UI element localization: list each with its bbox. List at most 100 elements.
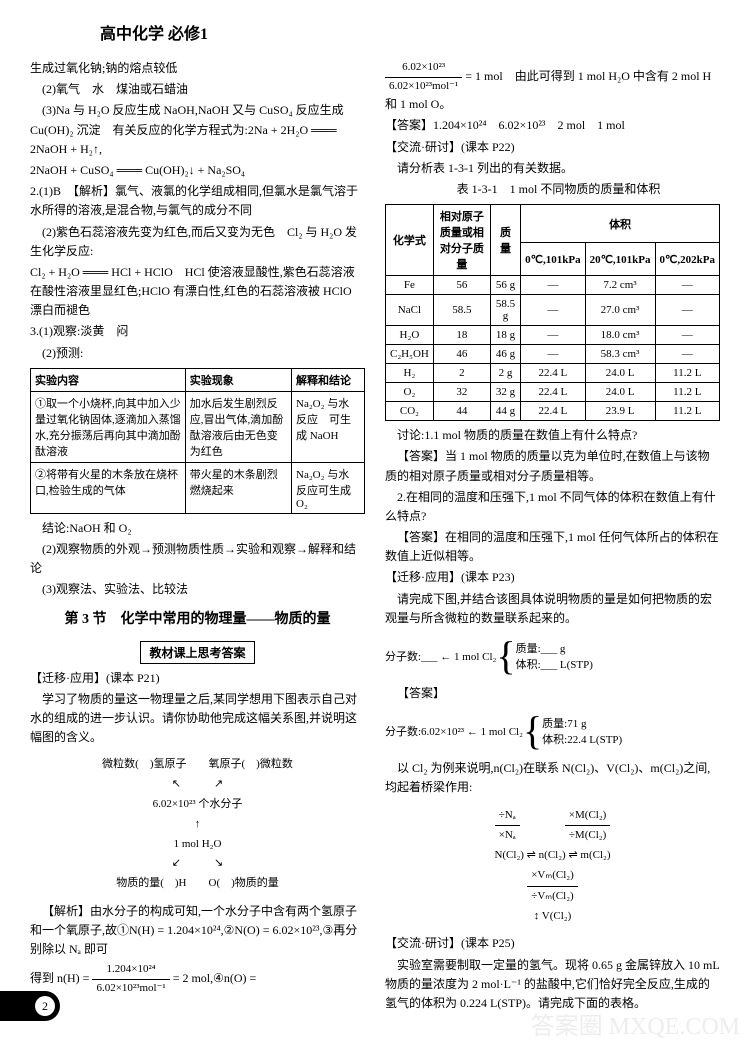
experiment-table: 实验内容 实验现象 解释和结论 ①取一个小烧杯,向其中加入少量过氧化钠固体,逐滴… <box>30 368 365 514</box>
label: O( )物质的量 <box>209 877 279 889</box>
table-header: 0℃,202kPa <box>655 243 719 276</box>
table-cell: H₂ <box>386 364 434 383</box>
table-header: 实验内容 <box>31 368 186 391</box>
text: 【迁移·应用】(课本 P21) <box>30 669 365 688</box>
table-cell: 11.2 L <box>655 364 719 383</box>
table-cell: Na₂O₂ 与水反应 可生成 NaOH <box>292 391 365 462</box>
table-cell: — <box>521 345 585 364</box>
table-cell: 带火星的木条剧烈燃烧起来 <box>185 462 291 513</box>
table-cell: ②将带有火星的木条放在烧杯口,检验生成的气体 <box>31 462 186 513</box>
book-header: 高中化学 必修1 <box>30 20 720 44</box>
table-title: 表 1-3-1 1 mol 不同物质的质量和体积 <box>385 180 720 199</box>
section-title: 第 3 节 化学中常用的物理量——物质的量 <box>30 608 365 628</box>
label: 质量:___ g <box>516 643 566 655</box>
table-cell: 46 <box>433 345 490 364</box>
text: 以 Cl₂ 为例来说明,n(Cl₂)在联系 N(Cl₂)、V(Cl₂)、m(Cl… <box>385 759 720 797</box>
table-cell: NaCl <box>386 295 434 326</box>
text: (3)观察法、实验法、比较法 <box>30 580 365 599</box>
formula: 6.02×10²³6.02×10²³mol⁻¹ = 1 mol 由此可得到 1 … <box>385 59 720 114</box>
right-column: 6.02×10²³6.02×10²³mol⁻¹ = 1 mol 由此可得到 1 … <box>385 59 720 1015</box>
equation: ↕ V(Cl₂) <box>385 907 720 927</box>
text: (2)紫色石蕊溶液先变为红色,而后又变为无色 Cl₂ 与 H₂O 发生化学反应: <box>30 223 365 261</box>
denominator: 6.02×10²³mol⁻¹ <box>92 980 169 998</box>
text: = 2 mol,④n(O) = <box>173 971 257 985</box>
table-cell: 58.5 g <box>490 295 520 326</box>
table-cell: 11.2 L <box>655 402 719 421</box>
text: 2.在相同的温度和压强下,1 mol 不同气体的体积在数值上有什么特点? <box>385 488 720 526</box>
label: ÷Nₐ <box>495 806 520 827</box>
text: 得到 n(H) = <box>30 971 92 985</box>
table-cell: 22.4 L <box>521 383 585 402</box>
text: 学习了物质的量这一物理量之后,某同学想用下图表示自己对水的组成的进一步认识。请你… <box>30 690 365 748</box>
label: ×Nₐ <box>495 826 520 846</box>
denominator: 6.02×10²³mol⁻¹ <box>385 78 462 96</box>
table-cell: 27.0 cm³ <box>585 295 655 326</box>
answer-label: 【答案】 <box>385 684 720 703</box>
table-header: 质量 <box>490 205 520 276</box>
label: ×M(Cl₂) <box>565 806 611 827</box>
table-cell: Fe <box>386 276 434 295</box>
table-header: 体积 <box>521 205 720 243</box>
text: (2)预测: <box>30 344 365 363</box>
mass-volume-table: 化学式 相对原子质量或相对分子质量 质量 体积 0℃,101kPa 20℃,10… <box>385 204 720 421</box>
content-columns: 生成过氧化钠;钠的熔点较低 (2)氧气 水 煤油或石蜡油 (3)Na 与 H₂O… <box>30 59 720 1015</box>
table-header: 20℃,101kPa <box>585 243 655 276</box>
label: 质量:71 g <box>542 718 586 730</box>
label: 氧原子( )微粒数 <box>209 758 293 770</box>
text: 2NaOH + CuSO₄ ═══ Cu(OH)₂↓ + Na₂SO₄ <box>30 161 365 180</box>
answer: 【答案】1.204×10²⁴ 6.02×10²³ 2 mol 1 mol <box>385 116 720 135</box>
text: 结论:NaOH 和 O₂ <box>30 519 365 538</box>
text: 3.(1)观察:淡黄 闷 <box>30 322 365 341</box>
table-cell: H₂O <box>386 326 434 345</box>
numerator: 6.02×10²³ <box>385 59 462 78</box>
table-cell: — <box>655 276 719 295</box>
table-header: 实验现象 <box>185 368 291 391</box>
table-cell: — <box>521 276 585 295</box>
page-badge: 2 <box>0 991 60 1021</box>
table-cell: 56 <box>433 276 490 295</box>
table-cell: 23.9 L <box>585 402 655 421</box>
table-cell: 2 <box>433 364 490 383</box>
table-header: 0℃,101kPa <box>521 243 585 276</box>
table-header: 相对原子质量或相对分子质量 <box>433 205 490 276</box>
label: 物质的量( )H <box>116 877 186 889</box>
answer: 【答案】当 1 mol 物质的质量以克为单位时,在数值上与该物质的相对原子质量或… <box>385 447 720 485</box>
text: 2.(1)B 【解析】氯气、液氯的化学组成相同,但氯水是氯气溶于水所得的溶液,是… <box>30 182 365 220</box>
table-cell: — <box>521 295 585 326</box>
label: 分子数:6.02×10²³ ← 1 mol Cl₂ <box>385 723 523 739</box>
table-cell: CO₂ <box>386 402 434 421</box>
table-cell: 22.4 L <box>521 402 585 421</box>
table-cell: — <box>655 326 719 345</box>
label: 6.02×10²³ 个水分子 <box>30 795 365 815</box>
left-column: 生成过氧化钠;钠的熔点较低 (2)氧气 水 煤油或石蜡油 (3)Na 与 H₂O… <box>30 59 365 1015</box>
text: 请完成下图,并结合该图具体说明物质的量是如何把物质的宏观量与所含微粒的数量联系起… <box>385 590 720 628</box>
table-cell: 18 <box>433 326 490 345</box>
table-cell: 24.0 L <box>585 383 655 402</box>
table-cell: 11.2 L <box>655 383 719 402</box>
equation-diagram: ÷Nₐ×Nₐ ×M(Cl₂)÷M(Cl₂) N(Cl₂) ⇌ n(Cl₂) ⇌ … <box>385 806 720 927</box>
table-cell: 22.4 L <box>521 364 585 383</box>
table-cell: 46 g <box>490 345 520 364</box>
text: (3)Na 与 H₂O 反应生成 NaOH,NaOH 又与 CuSO₄ 反应生成… <box>30 101 365 159</box>
table-cell: 58.5 <box>433 295 490 326</box>
text: 讨论:1.1 mol 物质的质量在数值上有什么特点? <box>385 426 720 445</box>
table-cell: 44 g <box>490 402 520 421</box>
cl2-diagram-filled: 分子数:6.02×10²³ ← 1 mol Cl₂ { 质量:71 g 体积:2… <box>385 711 720 751</box>
table-cell: 56 g <box>490 276 520 295</box>
table-cell: Na₂O₂ 与水反应可生成 O₂ <box>292 462 365 513</box>
label: ÷Vₘ(Cl₂) <box>527 887 578 907</box>
table-cell: — <box>521 326 585 345</box>
text: 生成过氧化钠;钠的熔点较低 <box>30 59 365 78</box>
text: 【交流·研讨】(课本 P22) <box>385 138 720 157</box>
formula: 得到 n(H) = 1.204×10²⁴6.02×10²³mol⁻¹ = 2 m… <box>30 961 365 997</box>
table-cell: 18.0 cm³ <box>585 326 655 345</box>
table-cell: — <box>655 295 719 326</box>
table-cell: 32 g <box>490 383 520 402</box>
table-header: 解释和结论 <box>292 368 365 391</box>
table-cell: C₂H₅OH <box>386 345 434 364</box>
table-cell: 加水后发生剧烈反应,冒出气体,滴加酚酞溶液后由无色变为红色 <box>185 391 291 462</box>
equation: N(Cl₂) ⇌ n(Cl₂) ⇌ m(Cl₂) <box>385 846 720 866</box>
sub-title: 教材课上思考答案 <box>140 641 254 664</box>
label: 体积:___ L(STP) <box>516 659 593 671</box>
text: Cl₂ + H₂O ═══ HCl + HClO HCl 使溶液显酸性,紫色石蕊… <box>30 263 365 321</box>
